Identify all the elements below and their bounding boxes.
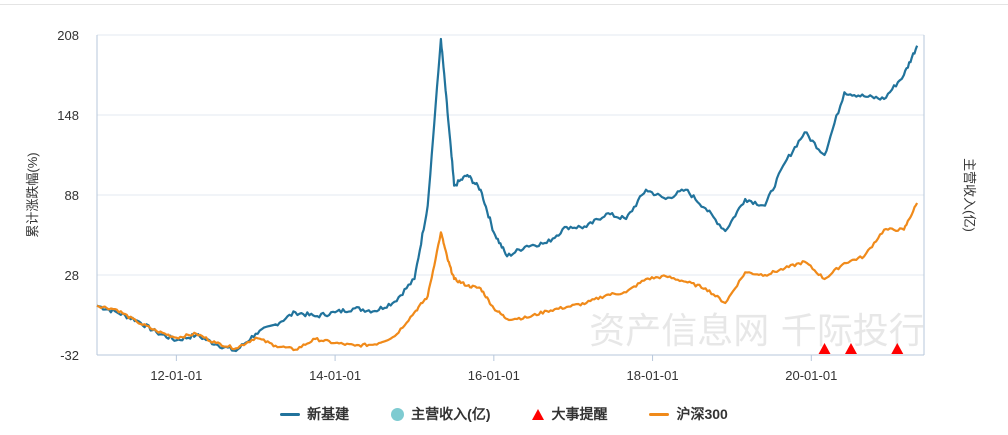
legend-label-xinjijian: 新基建 [307, 406, 350, 422]
y-tick-label: 208 [57, 28, 79, 43]
top-divider [0, 4, 1008, 5]
legend-item-xinjijian[interactable]: 新基建 [280, 404, 349, 424]
legend-label-income: 主营收入(亿) [411, 406, 491, 422]
y-axis-title-right: 主营收入(亿) [962, 158, 977, 232]
y-axis-title-left: 累计涨跌幅(%) [25, 152, 40, 237]
line-chart: 208 148 88 28 -32 12-01-01 14-01-01 16-01-01 18-… [25, 28, 977, 383]
legend-label-hs300: 沪深300 [676, 406, 728, 422]
watermark: 资产信息网 千际投行 [589, 311, 924, 352]
y-tick-label: 88 [65, 188, 79, 203]
series-line-hs300 [96, 202, 919, 352]
legend-label-events: 大事提醒 [551, 406, 608, 422]
legend-swatch-hs300 [649, 412, 670, 416]
x-tick-label: 20-01-01 [785, 368, 837, 383]
chart-legend: 新基建 主营收入(亿) 大事提醒 沪深300 [0, 404, 1008, 424]
event-marker [891, 343, 904, 354]
event-marker [844, 343, 857, 354]
legend-item-income[interactable]: 主营收入(亿) [391, 404, 490, 424]
y-tick-label: 28 [65, 268, 79, 283]
x-tick-label: 12-01-01 [150, 368, 202, 383]
y-tick-label: -32 [60, 348, 79, 363]
y-tick-label: 148 [57, 108, 79, 123]
legend-swatch-income [391, 407, 405, 421]
x-tick-label: 14-01-01 [309, 368, 361, 383]
x-tick-label: 18-01-01 [627, 368, 679, 383]
legend-swatch-xinjijian [280, 412, 301, 416]
legend-item-events[interactable]: 大事提醒 [532, 404, 607, 424]
x-tick-label: 16-01-01 [468, 368, 520, 383]
event-marker [818, 343, 831, 354]
legend-swatch-events [532, 408, 545, 420]
legend-item-hs300[interactable]: 沪深300 [649, 404, 728, 424]
